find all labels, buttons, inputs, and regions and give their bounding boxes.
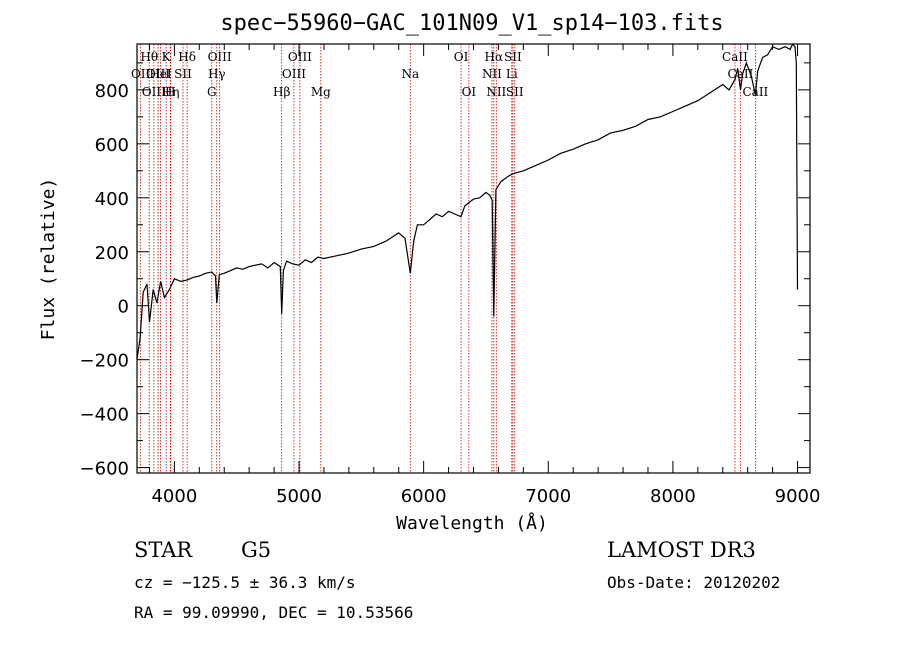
x-tick-label: 9000 bbox=[775, 486, 821, 507]
y-tick-label: −400 bbox=[80, 405, 129, 426]
marker-label: K bbox=[162, 50, 172, 64]
observation-date: Obs-Date: 20120202 bbox=[607, 573, 781, 592]
y-tick-label: 800 bbox=[95, 81, 129, 102]
marker-label: OIII bbox=[288, 50, 312, 64]
marker-label: Hη bbox=[162, 85, 180, 99]
marker-label: OIII bbox=[208, 50, 232, 64]
marker-label: NII bbox=[482, 67, 502, 81]
marker-label: OI bbox=[454, 50, 469, 64]
x-tick-label: 6000 bbox=[401, 486, 447, 507]
marker-label: Li bbox=[506, 67, 518, 81]
y-tick-label: −200 bbox=[80, 351, 129, 372]
y-tick-label: 0 bbox=[118, 297, 129, 318]
sky-coordinates: RA = 99.09990, DEC = 10.53566 bbox=[134, 603, 414, 622]
marker-label: H bbox=[165, 85, 175, 99]
marker-label: Hα bbox=[485, 50, 504, 64]
y-axis-ticks: −600 −400 −200 0 200 400 600 800 bbox=[80, 62, 810, 480]
marker-label: OII bbox=[131, 67, 151, 81]
spectrum-line bbox=[136, 42, 799, 360]
marker-label: G bbox=[207, 85, 217, 99]
spectral-subclass: G5 bbox=[241, 538, 272, 562]
marker-label: Hδ bbox=[178, 50, 196, 64]
marker-label: SII bbox=[506, 85, 524, 99]
plot-frame bbox=[136, 43, 811, 474]
chart-title: spec−55960−GAC_101N09_V1_sp14−103.fits bbox=[220, 11, 723, 36]
y-tick-label: 200 bbox=[95, 243, 129, 264]
marker-label: Hβ bbox=[273, 85, 290, 99]
marker-label: OI bbox=[462, 85, 477, 99]
marker-label: Na bbox=[401, 67, 419, 81]
marker-label: OIII bbox=[282, 67, 306, 81]
marker-label: Mg bbox=[311, 85, 331, 99]
x-axis-label: Wavelength (Å) bbox=[396, 512, 548, 534]
y-tick-label: 600 bbox=[95, 135, 129, 156]
x-tick-label: 8000 bbox=[650, 486, 696, 507]
y-tick-label: 400 bbox=[95, 189, 129, 210]
survey-name: LAMOST DR3 bbox=[607, 538, 756, 562]
marker-label: SII bbox=[174, 67, 192, 81]
marker-label: CaII bbox=[722, 50, 748, 64]
object-class: STAR bbox=[134, 538, 193, 562]
marker-label: OIII bbox=[146, 67, 170, 81]
x-tick-label: 5000 bbox=[276, 486, 322, 507]
marker-label: Hθ bbox=[140, 50, 158, 64]
y-axis-label: Flux (relative) bbox=[38, 178, 59, 341]
marker-label: CaII bbox=[728, 67, 754, 81]
x-axis-ticks: 4000 5000 6000 7000 8000 9000 bbox=[148, 44, 821, 507]
marker-label: Hγ bbox=[208, 67, 226, 81]
x-tick-label: 4000 bbox=[151, 486, 197, 507]
marker-label: OIII bbox=[142, 85, 166, 99]
y-tick-label: −600 bbox=[80, 459, 129, 480]
redshift-velocity: cz = −125.5 ± 36.3 km/s bbox=[134, 573, 356, 592]
marker-label: SII bbox=[504, 50, 522, 64]
marker-label: HeI bbox=[149, 67, 172, 81]
x-tick-label: 7000 bbox=[525, 486, 571, 507]
marker-label: NII bbox=[486, 85, 506, 99]
emission-line-markers bbox=[140, 44, 756, 473]
emission-line-labels: OIIHθOIIIOIIIHeIKHηHSIIHδGHγOIIIHβOIIIOI… bbox=[131, 50, 769, 99]
